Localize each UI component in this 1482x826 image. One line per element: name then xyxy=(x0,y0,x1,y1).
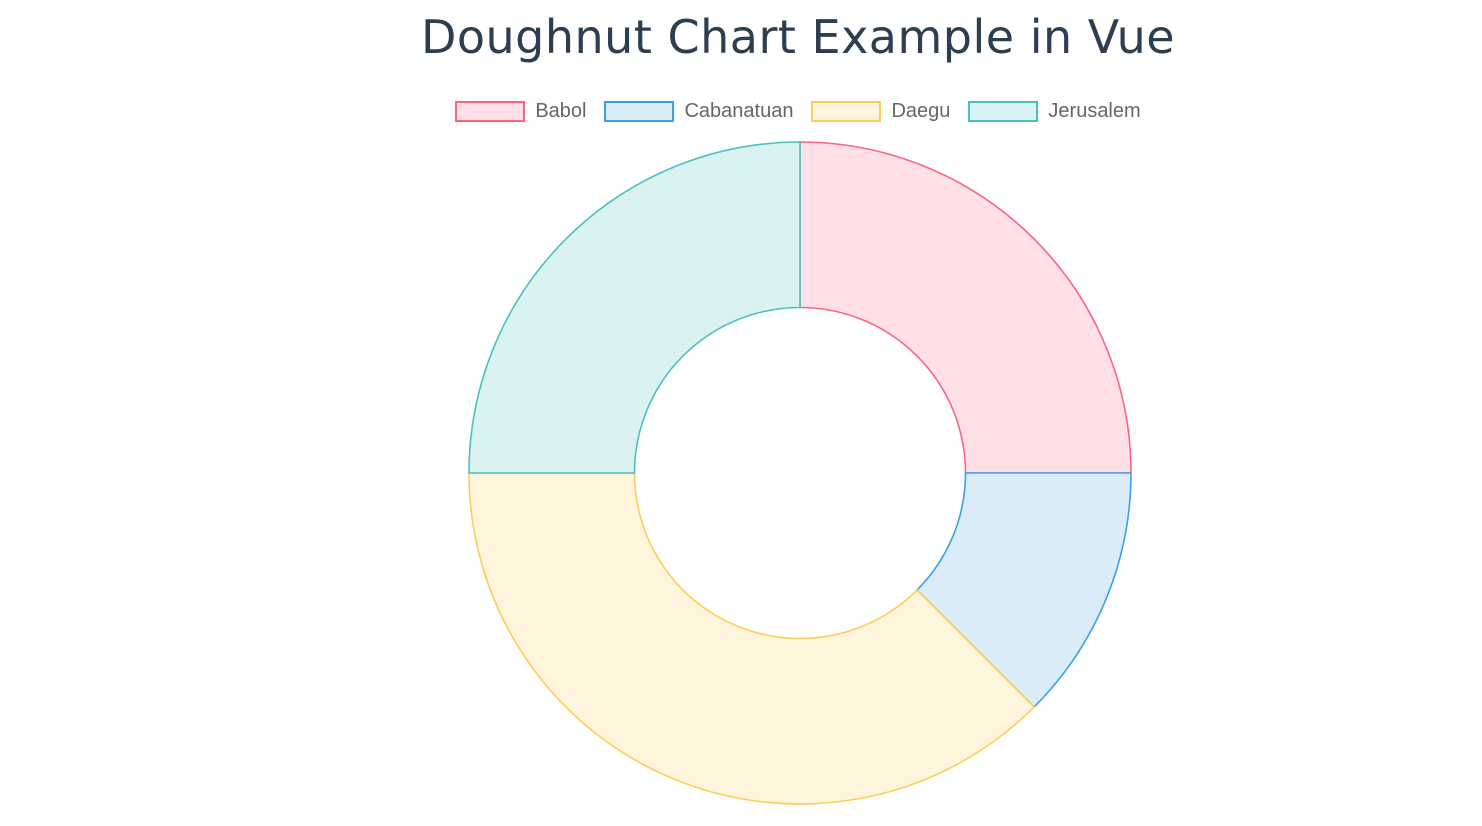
legend-label: Jerusalem xyxy=(1048,100,1141,122)
legend-label: Daegu xyxy=(891,100,951,122)
legend-item[interactable]: Babol xyxy=(455,100,586,123)
chart-title: Doughnut Chart Example in Vue xyxy=(420,10,1176,64)
legend-item[interactable]: Daegu xyxy=(811,100,950,123)
legend-item[interactable]: Cabanatuan xyxy=(604,100,793,123)
legend-swatch xyxy=(968,101,1039,122)
legend-swatch xyxy=(811,101,882,122)
legend-swatch xyxy=(455,101,526,122)
legend-label: Babol xyxy=(535,100,587,122)
legend-swatch xyxy=(604,101,675,122)
doughnut-slice-daegu[interactable] xyxy=(468,472,1036,805)
doughnut-slice-cabanatuan[interactable] xyxy=(915,472,1132,709)
legend-item[interactable]: Jerusalem xyxy=(968,100,1141,123)
legend-label: Cabanatuan xyxy=(684,100,794,122)
chart-legend: Babol Cabanatuan Daegu Jerusalem xyxy=(0,100,1482,123)
doughnut-slice-jerusalem[interactable] xyxy=(468,141,801,474)
doughnut-slice-babol[interactable] xyxy=(799,141,1132,474)
